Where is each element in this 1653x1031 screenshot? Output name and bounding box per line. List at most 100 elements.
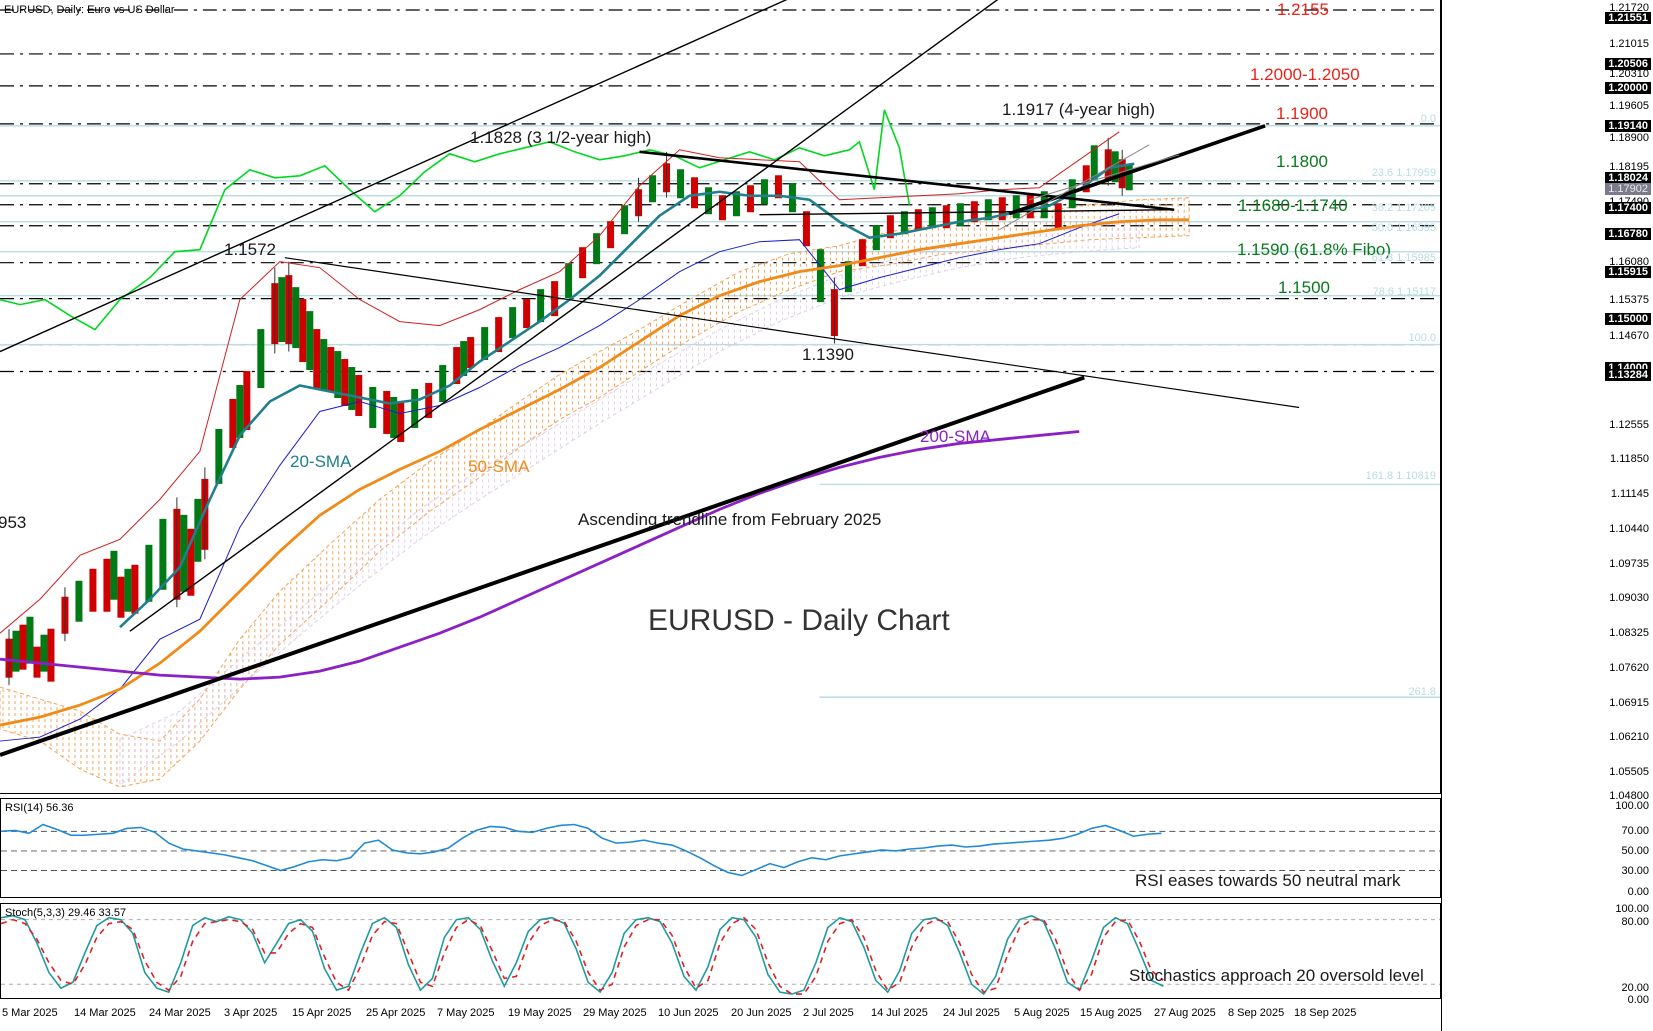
fib-label-38-2: 38.2 1.17205 bbox=[1371, 202, 1436, 214]
y-tick-label: 1.21015 bbox=[1609, 38, 1649, 50]
ichimoku-cloud bbox=[0, 197, 1190, 788]
rsi-gridlines bbox=[1, 830, 1440, 872]
x-tick-label: 14 Mar 2025 bbox=[74, 1007, 136, 1019]
y-tick-label: 1.17400 bbox=[1605, 202, 1651, 214]
y-tick-label: 1.19605 bbox=[1609, 100, 1649, 112]
rsi-line bbox=[1, 823, 1162, 877]
y-tick-label: 1.15915 bbox=[1605, 266, 1651, 278]
fib-label-0: 0.0 bbox=[1420, 113, 1436, 125]
x-tick-label: 18 Sep 2025 bbox=[1294, 1007, 1357, 1019]
x-tick-label: 14 Jul 2025 bbox=[871, 1007, 928, 1019]
x-axis-dates: 5 Mar 2025 14 Mar 2025 24 Mar 2025 3 Apr… bbox=[0, 999, 1441, 1031]
y-tick-label: 1.07620 bbox=[1609, 662, 1649, 674]
y-tick-label: 1.19140 bbox=[1605, 120, 1651, 132]
rsi-canvas bbox=[1, 823, 1440, 877]
y-tick-label: 1.13284 bbox=[1605, 369, 1651, 381]
chart-watermark-title: EURUSD - Daily Chart bbox=[648, 604, 950, 637]
y-tick-label: 1.11145 bbox=[1610, 488, 1649, 500]
y-tick-label: 1.09735 bbox=[1609, 558, 1649, 570]
support-label-1-1590-fibo: 1.1590 (61.8% Fibo) bbox=[1237, 240, 1392, 259]
x-tick-label: 24 Mar 2025 bbox=[149, 1007, 211, 1019]
symbol-header: EURUSD, Daily: Euro vs US Dollar bbox=[4, 4, 175, 16]
stochastics-indicator-panel[interactable]: Stoch(5,3,3) 29.46 33.57 Stochastics app… bbox=[0, 903, 1441, 999]
y-tick-label: 1.08325 bbox=[1609, 627, 1649, 639]
x-tick-label: 19 May 2025 bbox=[508, 1007, 572, 1019]
annotation-4-year-high: 1.1917 (4-year high) bbox=[1002, 100, 1156, 119]
fib-label-61-8: 61.8 1.15985 bbox=[1371, 252, 1436, 264]
x-tick-label: 8 Sep 2025 bbox=[1228, 1007, 1285, 1019]
y-tick-label: 1.16080 bbox=[1609, 256, 1649, 268]
y-tick-current-price: 1.18024 bbox=[1605, 172, 1651, 184]
stoch-annotation: Stochastics approach 20 oversold level bbox=[1129, 966, 1424, 985]
x-tick-label: 27 Aug 2025 bbox=[1154, 1007, 1216, 1019]
fib-label-78-6: 78.6 1.15117 bbox=[1372, 286, 1436, 298]
stoch-tick-label: 100.00 bbox=[1615, 903, 1649, 915]
rsi-tick-label: 0.00 bbox=[1627, 886, 1649, 898]
y-tick-label: 1.18900 bbox=[1609, 132, 1649, 144]
price-scale[interactable]: 1.21720 1.21551 1.21015 1.20506 1.20310 … bbox=[1441, 0, 1653, 1031]
rsi-tick-label: 70.00 bbox=[1621, 825, 1649, 837]
x-tick-label: 10 Jun 2025 bbox=[658, 1007, 719, 1019]
stoch-tick-label: 20.00 bbox=[1621, 982, 1649, 994]
y-tick-label: 1.12555 bbox=[1609, 419, 1649, 431]
sma-200-label: 200-SMA bbox=[920, 427, 991, 446]
resistance-label-1-1900: 1.1900 bbox=[1276, 104, 1328, 123]
rsi-annotation: RSI eases towards 50 neutral mark bbox=[1135, 871, 1401, 890]
annotation-953: 953 bbox=[0, 513, 27, 532]
x-tick-label: 15 Apr 2025 bbox=[292, 1007, 352, 1019]
rsi-indicator-panel[interactable]: RSI(14) 56.36 RSI eases towards 50 neutr… bbox=[0, 798, 1441, 898]
y-tick-label: 1.20506 bbox=[1605, 58, 1651, 70]
x-tick-label: 5 Mar 2025 bbox=[2, 1007, 58, 1019]
x-tick-label: 5 Aug 2025 bbox=[1014, 1007, 1070, 1019]
fib-label-161-8: 161.8 1.10819 bbox=[1365, 470, 1436, 482]
stoch-tick-label: 80.00 bbox=[1621, 916, 1649, 928]
price-chart-panel[interactable]: EURUSD, Daily: Euro vs US Dollar 1.1917 … bbox=[0, 0, 1441, 794]
y-tick-label: 1.20310 bbox=[1609, 68, 1649, 80]
y-tick-label: 1.10440 bbox=[1609, 523, 1649, 535]
y-tick-label: 1.15000 bbox=[1605, 313, 1651, 325]
y-tick-label: 1.09030 bbox=[1609, 592, 1649, 604]
y-tick-label: 1.11850 bbox=[1610, 453, 1649, 465]
price-chart-canvas bbox=[0, 0, 1440, 788]
y-tick-label: 1.06210 bbox=[1609, 731, 1649, 743]
resistance-label-1-2000-1-2050: 1.2000-1.2050 bbox=[1250, 65, 1360, 84]
trendlines bbox=[0, 0, 1300, 757]
chikou-span-line bbox=[0, 109, 911, 331]
stoch-label: Stoch(5,3,3) 29.46 33.57 bbox=[5, 907, 127, 919]
upper-band-line bbox=[0, 131, 1120, 634]
y-tick-label: 1.20000 bbox=[1605, 82, 1651, 94]
sma-50-line bbox=[0, 218, 1190, 727]
sma-200-line bbox=[0, 430, 1080, 681]
annotation-1-1390: 1.1390 bbox=[802, 345, 854, 364]
rsi-tick-label: 50.00 bbox=[1621, 845, 1649, 857]
annotation-1-1572: 1.1572 bbox=[224, 240, 276, 259]
x-tick-label: 20 Jun 2025 bbox=[731, 1007, 792, 1019]
rsi-tick-label: 30.00 bbox=[1621, 865, 1649, 877]
y-tick-label: 1.05505 bbox=[1609, 766, 1649, 778]
lower-band-line bbox=[0, 213, 1120, 742]
y-tick-label: 1.04800 bbox=[1609, 790, 1649, 802]
stoch-tick-label: 0.00 bbox=[1627, 994, 1649, 1006]
x-tick-label: 15 Aug 2025 bbox=[1080, 1007, 1142, 1019]
annotation-3-half-year-high: 1.1828 (3 1/2-year high) bbox=[470, 128, 652, 147]
y-tick-label: 1.06915 bbox=[1609, 697, 1649, 709]
x-tick-label: 29 May 2025 bbox=[583, 1007, 647, 1019]
stoch-d-line bbox=[1, 916, 1164, 995]
y-tick-label: 1.21551 bbox=[1605, 12, 1651, 24]
rsi-label: RSI(14) 56.36 bbox=[5, 802, 74, 814]
stoch-k-line bbox=[1, 914, 1164, 996]
x-tick-label: 3 Apr 2025 bbox=[224, 1007, 278, 1019]
sma-20-line bbox=[119, 162, 1135, 629]
x-tick-label: 7 May 2025 bbox=[437, 1007, 495, 1019]
y-tick-label: 1.16780 bbox=[1605, 228, 1651, 240]
x-tick-label: 25 Apr 2025 bbox=[366, 1007, 426, 1019]
y-tick-label: 1.21720 bbox=[1609, 2, 1649, 14]
sma-20-label: 20-SMA bbox=[290, 452, 352, 471]
fib-label-23-6: 23.6 1.17959 bbox=[1371, 167, 1436, 179]
fib-label-261-8: 261.8 bbox=[1408, 686, 1436, 698]
x-tick-label: 2 Jul 2025 bbox=[803, 1007, 854, 1019]
fib-label-50-0: 50.0 1.16595 bbox=[1371, 222, 1436, 234]
stoch-canvas bbox=[1, 914, 1440, 996]
rsi-tick-label: 100.00 bbox=[1615, 800, 1649, 812]
y-tick-label: 1.15375 bbox=[1609, 294, 1649, 306]
